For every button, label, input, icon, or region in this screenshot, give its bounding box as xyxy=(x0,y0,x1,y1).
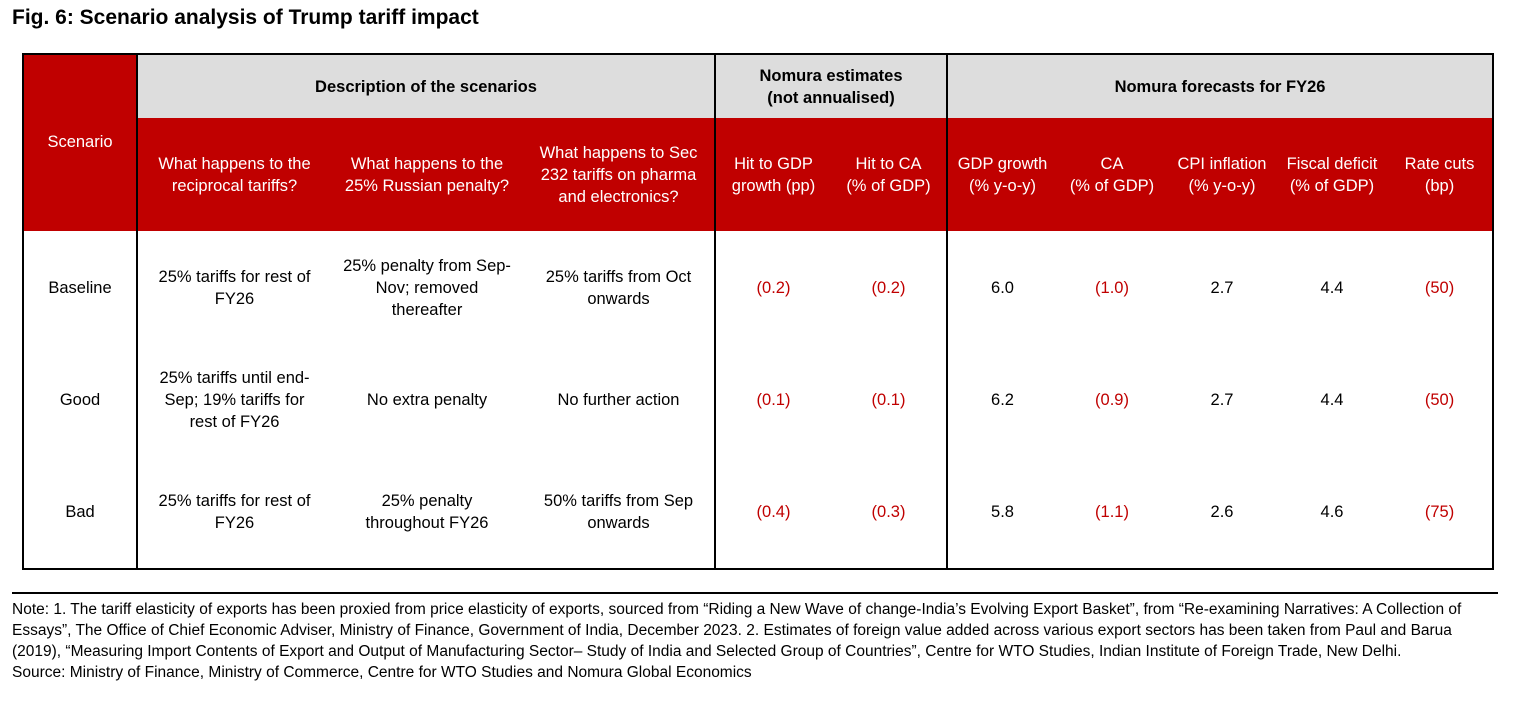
scenario-header: Scenario xyxy=(22,53,137,231)
cell-fiscal: 4.4 xyxy=(1320,391,1344,409)
cell-sec232: 50% tariffs from Sep onwards xyxy=(523,456,715,570)
cell-hit-gdp: (0.2) xyxy=(714,231,831,344)
table-row-good: Good 25% tariffs until end- Sep; 19% tar… xyxy=(22,344,1495,456)
cell-cpi: 2.6 xyxy=(1167,456,1277,570)
cell-rate-cuts: (50) xyxy=(1387,231,1495,344)
cell-gdp-growth: 5.8 xyxy=(946,456,1057,570)
col-header-hit-gdp: Hit to GDP growth (pp) xyxy=(714,118,831,231)
group-header-row: Scenario Description of the scenarios No… xyxy=(22,53,1495,231)
cell-sec232: No further action xyxy=(557,391,680,409)
cell-sec232: 25% tariffs from Oct onwards xyxy=(545,267,692,308)
cell-reciprocal: 25% tariffs for rest of FY26 xyxy=(136,231,331,344)
note-text: Note: 1. The tariff elasticity of export… xyxy=(12,601,1462,660)
group-header-forecasts: Nomura forecasts for FY26 xyxy=(945,53,1495,118)
col-header-sec232: What happens to Sec 232 tariffs on pharm… xyxy=(523,118,715,231)
cell-reciprocal: 25% tariffs until end- Sep; 19% tariffs … xyxy=(136,344,331,456)
col-header-hit-ca: Hit to CA (% of GDP) xyxy=(831,118,947,231)
cell-scenario: Bad xyxy=(22,456,137,570)
cell-scenario: Good xyxy=(22,344,137,456)
cell-gdp-growth: 6.2 xyxy=(946,344,1057,456)
group-header-description: Description of the scenarios xyxy=(136,53,715,118)
col-header-russian: What happens to the 25% Russian penalty? xyxy=(331,118,523,231)
cell-scenario: Baseline xyxy=(22,231,137,344)
source-text: Source: Ministry of Finance, Ministry of… xyxy=(12,664,752,681)
cell-cpi: 2.7 xyxy=(1210,391,1234,409)
col-header-fiscal: Fiscal deficit (% of GDP) xyxy=(1277,118,1387,231)
cell-russian: No extra penalty xyxy=(366,391,488,409)
cell-reciprocal: 25% tariffs for rest of FY26 xyxy=(136,456,331,570)
cell-rate-cuts: (50) xyxy=(1387,344,1495,456)
col-header-reciprocal: What happens to the reciprocal tariffs? xyxy=(136,118,331,231)
cell-hit-ca: (0.1) xyxy=(871,391,906,409)
figure-title: Fig. 6: Scenario analysis of Trump tarif… xyxy=(12,6,479,29)
col-header-gdp-growth: GDP growth (% y-o-y) xyxy=(946,118,1057,231)
cell-hit-gdp: (0.4) xyxy=(714,456,831,570)
table-row-bad: Bad 25% tariffs for rest of FY26 25% pen… xyxy=(22,456,1495,570)
cell-cpi: 2.7 xyxy=(1210,278,1234,297)
cell-russian: 25% penalty from Sep- Nov; removed there… xyxy=(343,256,511,319)
group-header-estimates: Nomura estimates (not annualised) xyxy=(714,53,947,118)
col-header-rate-cuts: Rate cuts (bp) xyxy=(1387,118,1495,231)
cell-hit-ca: (0.3) xyxy=(831,456,947,570)
cell-fiscal: 4.4 xyxy=(1320,278,1344,297)
scenario-table: Scenario Description of the scenarios No… xyxy=(22,53,1495,570)
col-header-cpi: CPI inflation (% y-o-y) xyxy=(1167,118,1277,231)
cell-gdp-growth: 6.0 xyxy=(946,231,1057,344)
col-header-ca: CA (% of GDP) xyxy=(1057,118,1167,231)
notes-section: Note: 1. The tariff elasticity of export… xyxy=(12,592,1498,683)
cell-rate-cuts: (75) xyxy=(1387,456,1495,570)
column-header-row: What happens to the reciprocal tariffs? … xyxy=(23,118,1495,231)
cell-hit-ca: (0.2) xyxy=(871,278,906,297)
cell-russian: 25% penalty throughout FY26 xyxy=(331,456,523,570)
cell-ca: (1.0) xyxy=(1095,278,1129,297)
cell-ca: (1.1) xyxy=(1057,456,1167,570)
cell-ca: (0.9) xyxy=(1095,391,1129,409)
cell-fiscal: 4.6 xyxy=(1277,456,1387,570)
cell-hit-gdp: (0.1) xyxy=(714,344,831,456)
table-row-baseline: Baseline 25% tariffs for rest of FY26 25… xyxy=(22,231,1495,344)
